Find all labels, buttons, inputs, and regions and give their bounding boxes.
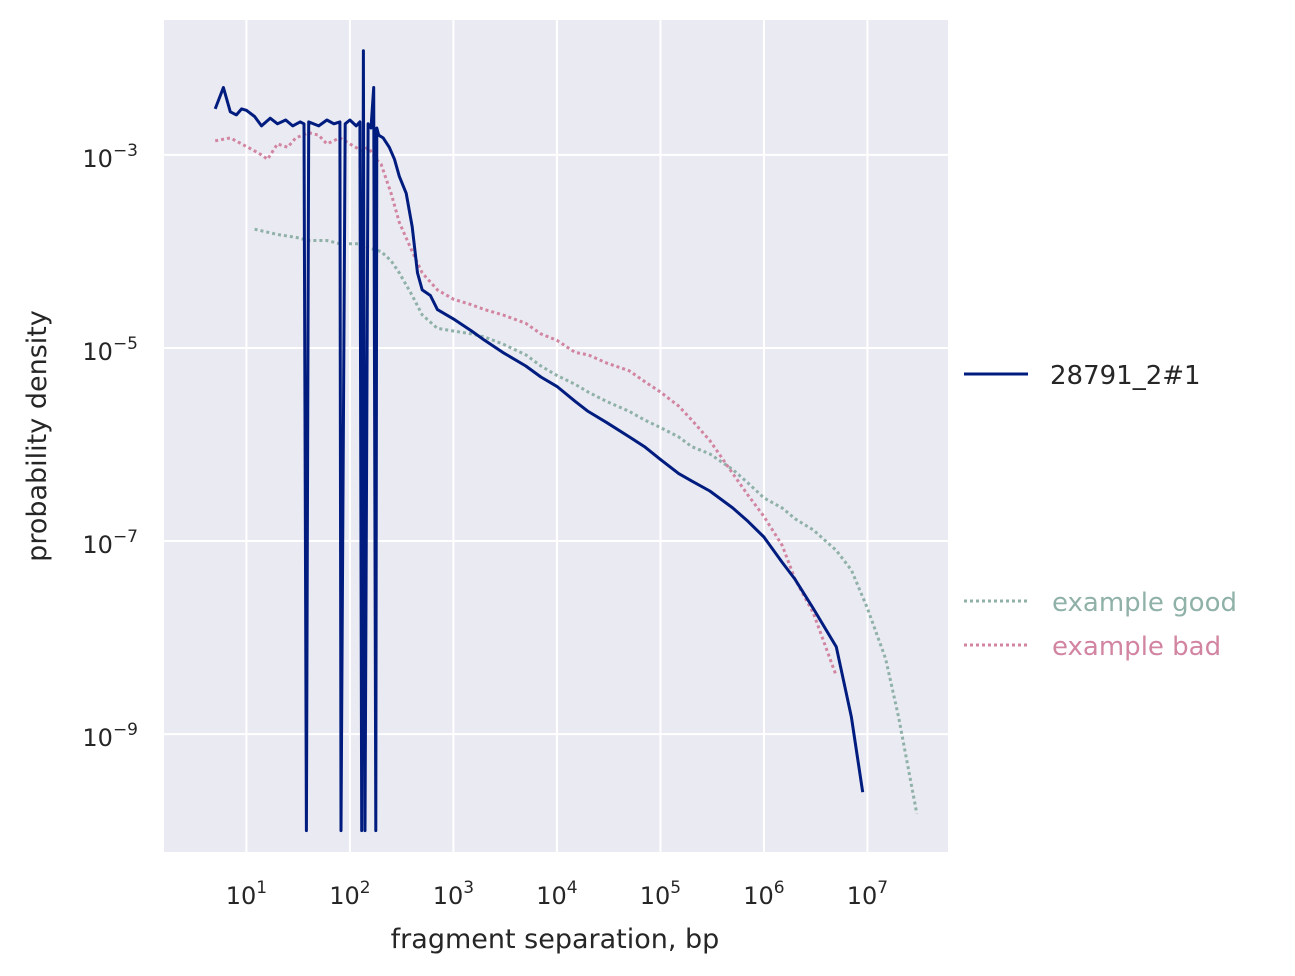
series-layer bbox=[213, 49, 919, 833]
y-tick-label: 10−9 bbox=[82, 720, 138, 752]
legend: 28791_2#1 example good example bad bbox=[964, 361, 1237, 662]
x-tick-label: 107 bbox=[847, 878, 888, 910]
legend-entry-good: example good bbox=[964, 588, 1237, 618]
x-tick-label: 105 bbox=[640, 878, 681, 910]
y-tick-label: 10−7 bbox=[82, 527, 138, 559]
y-tick-label: 10−5 bbox=[82, 334, 138, 366]
y-axis-label: probability density bbox=[22, 310, 53, 562]
grid bbox=[164, 20, 948, 852]
legend-entry-main: 28791_2#1 bbox=[964, 361, 1201, 391]
legend-entry-bad: example bad bbox=[964, 632, 1221, 662]
legend-label-bad: example bad bbox=[1052, 632, 1221, 662]
legend-label-main: 28791_2#1 bbox=[1050, 361, 1201, 391]
series-line-0 bbox=[213, 49, 865, 833]
x-tick-label: 104 bbox=[536, 878, 577, 910]
x-tick-label: 102 bbox=[329, 878, 370, 910]
y-axis: 10−3 10−5 10−7 10−9 bbox=[82, 141, 138, 752]
x-tick-label: 103 bbox=[433, 878, 474, 910]
x-tick-label: 101 bbox=[226, 878, 267, 910]
y-tick-label: 10−3 bbox=[82, 141, 138, 173]
x-tick-label: 106 bbox=[743, 878, 784, 910]
x-axis-label: fragment separation, bp bbox=[391, 924, 720, 955]
x-axis: 101 102 103 104 105 106 107 bbox=[226, 878, 888, 910]
legend-label-good: example good bbox=[1052, 588, 1237, 618]
